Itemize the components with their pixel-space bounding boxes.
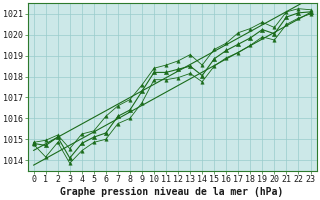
X-axis label: Graphe pression niveau de la mer (hPa): Graphe pression niveau de la mer (hPa): [60, 186, 284, 197]
